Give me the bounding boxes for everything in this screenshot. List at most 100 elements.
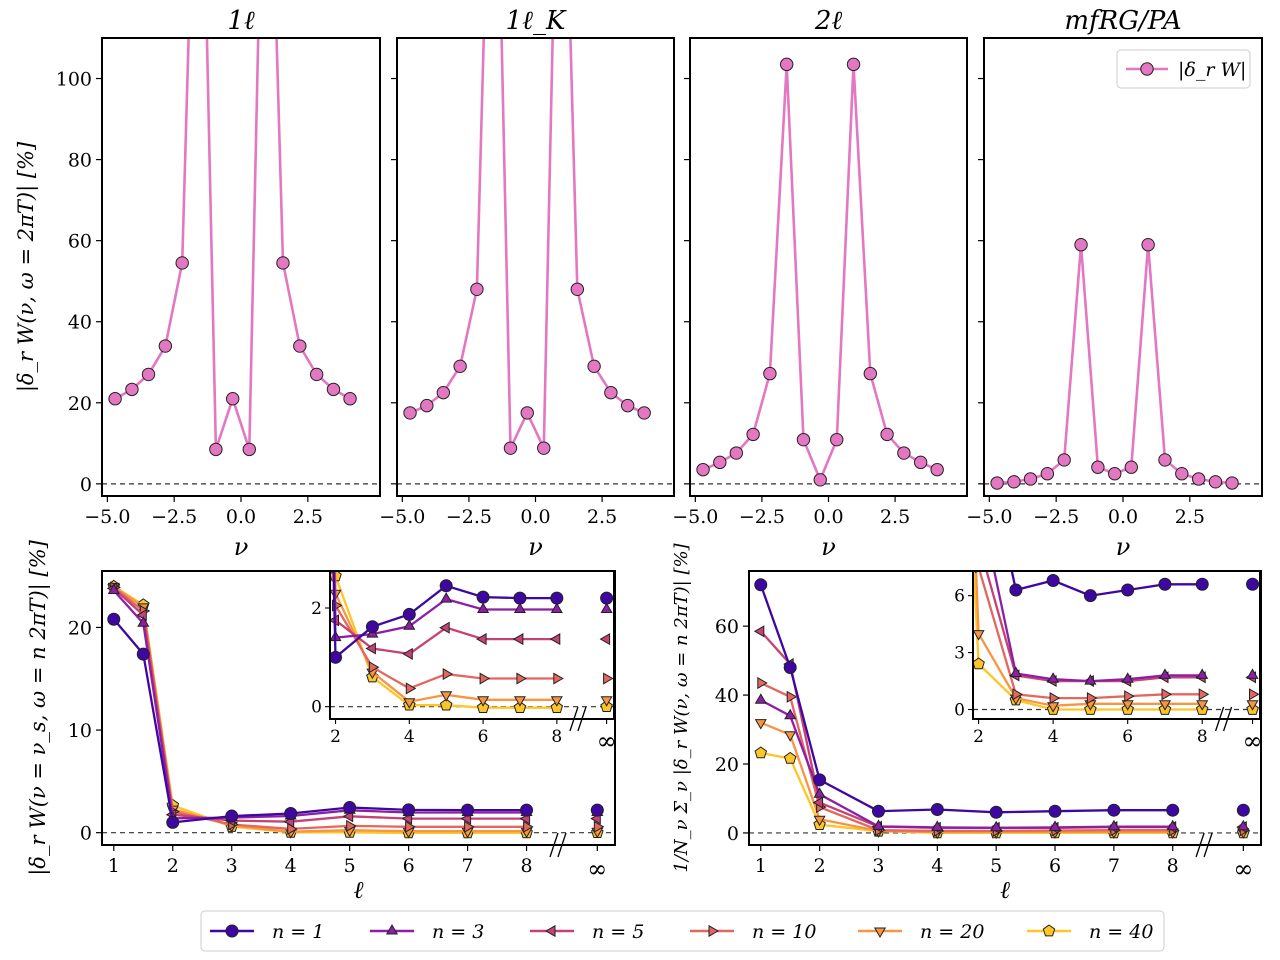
y-tick-label: 0 <box>80 823 92 845</box>
x-tick-label: 2 <box>814 855 826 877</box>
inset-data-point <box>1121 672 1134 683</box>
legend-label: n = 20 <box>920 921 984 943</box>
inset-data-point <box>1121 700 1134 711</box>
data-point <box>1175 467 1189 481</box>
inset-data-point <box>1195 577 1209 591</box>
inset-x-tick-label: 2 <box>330 727 341 747</box>
data-point <box>470 282 484 296</box>
inset-data-point <box>442 668 454 681</box>
data-point <box>783 661 797 675</box>
data-point <box>754 719 767 730</box>
inset-data-point <box>550 602 563 613</box>
inset-data-point <box>402 647 413 660</box>
x-tick-label: 0.0 <box>1108 506 1138 528</box>
legend-label: n = 10 <box>752 921 816 943</box>
inset-content <box>955 166 1260 715</box>
y-tick-label: 60 <box>715 616 739 638</box>
data-point-inf <box>1237 819 1250 831</box>
inset-data-point <box>403 619 416 630</box>
data-point <box>166 815 180 829</box>
y-axis-label: 1/N_ν Σ_ν |δ_r W(ν, ω = n 2πT)| [%] <box>671 542 692 872</box>
x-tick-label: −2.5 <box>446 506 492 528</box>
inset-data-point <box>477 602 490 613</box>
axis-break <box>1203 832 1213 858</box>
top-panel-4: −5.0 −2.5 0.0 2.5 mfRG/PA ν |δ_r W| <box>966 6 1263 561</box>
axis-break <box>1195 832 1205 858</box>
data-point <box>1048 804 1062 818</box>
x-tick-label: 0.0 <box>813 506 843 528</box>
inset-x-tick-label: 6 <box>478 727 489 747</box>
inset-data-point-inf <box>599 633 611 646</box>
axis-break <box>1214 706 1225 732</box>
x-tick-label: 3 <box>872 855 884 877</box>
series-line <box>702 64 938 484</box>
data-point <box>343 801 357 815</box>
data-point <box>812 796 824 809</box>
inset-data-point <box>513 696 526 707</box>
legend-box <box>200 910 1165 952</box>
data-point <box>796 432 811 447</box>
x-tick-label: −2.5 <box>739 506 785 528</box>
data-point <box>1108 467 1122 481</box>
y-tick-label: 20 <box>68 617 92 639</box>
x-tick-label: −5.0 <box>966 506 1012 528</box>
inset-series-line <box>974 571 1203 707</box>
data-point <box>786 690 798 703</box>
data-point <box>1158 453 1172 467</box>
inset: 2 4 6 8 ∞ 0 3 6 <box>954 166 1263 755</box>
x-axis-label: ℓ <box>1000 876 1010 904</box>
data-point <box>403 406 417 420</box>
data-point <box>520 406 534 420</box>
data-point <box>1107 819 1120 831</box>
inset-y-tick-label: 0 <box>311 698 322 718</box>
x-axis-label: ν <box>528 533 543 561</box>
data-point <box>461 803 475 817</box>
data-point <box>931 820 944 831</box>
x-tick-label: −5.0 <box>672 506 718 528</box>
y-axis-label: |δ_r W(ν, ω = 2πT)| [%] <box>14 141 39 392</box>
data-point <box>1225 476 1239 490</box>
data-point <box>141 367 156 382</box>
legend-bottom: n = 1 n = 3 n = 5 n = 10 n = 20 n = 40 <box>200 910 1165 952</box>
x-tick-label: 6 <box>1049 855 1061 877</box>
x-tick-label: 5 <box>990 855 1002 877</box>
inset-data-point <box>973 411 985 423</box>
data-point <box>1007 475 1021 489</box>
inset-data-point <box>405 682 417 695</box>
inset-series-line <box>973 571 1203 711</box>
data-point <box>436 385 451 400</box>
data-point <box>346 819 357 832</box>
x-tick-label: 2.5 <box>1175 506 1205 528</box>
data-point <box>570 282 585 296</box>
inset-data-point <box>1047 702 1060 713</box>
inset-data-point <box>1009 666 1022 677</box>
data-point <box>405 820 416 833</box>
data-point <box>1074 238 1088 252</box>
data-point <box>1208 475 1223 489</box>
data-point <box>137 616 150 627</box>
x-tick-label: 1 <box>755 855 767 877</box>
series-line <box>114 38 351 450</box>
inset-data-point <box>955 166 965 175</box>
data-point-inf <box>590 803 604 817</box>
data-point <box>1023 472 1038 486</box>
y-tick-label: 100 <box>56 69 92 91</box>
x-tick-label: −2.5 <box>1033 506 1079 528</box>
inset-series-line <box>334 571 557 709</box>
y-tick-label: 40 <box>715 685 739 707</box>
inset-x-tick-label: 4 <box>1048 727 1059 747</box>
x-tick-label: −5.0 <box>379 506 425 528</box>
data-point <box>783 751 797 764</box>
top-panel-3: −5.0 −2.5 0.0 2.5 2ℓ ν <box>672 6 968 561</box>
inset-series-line <box>333 571 557 690</box>
axis-break <box>1222 706 1233 732</box>
data-point <box>813 773 827 787</box>
inset-y-tick-label: 2 <box>311 599 322 619</box>
inset-data-point <box>1198 688 1210 701</box>
data-point <box>1166 803 1180 817</box>
inset-data-point <box>973 537 982 547</box>
data-point <box>784 731 797 742</box>
data-point <box>1124 460 1138 474</box>
x-tick-label: 6 <box>403 855 415 877</box>
